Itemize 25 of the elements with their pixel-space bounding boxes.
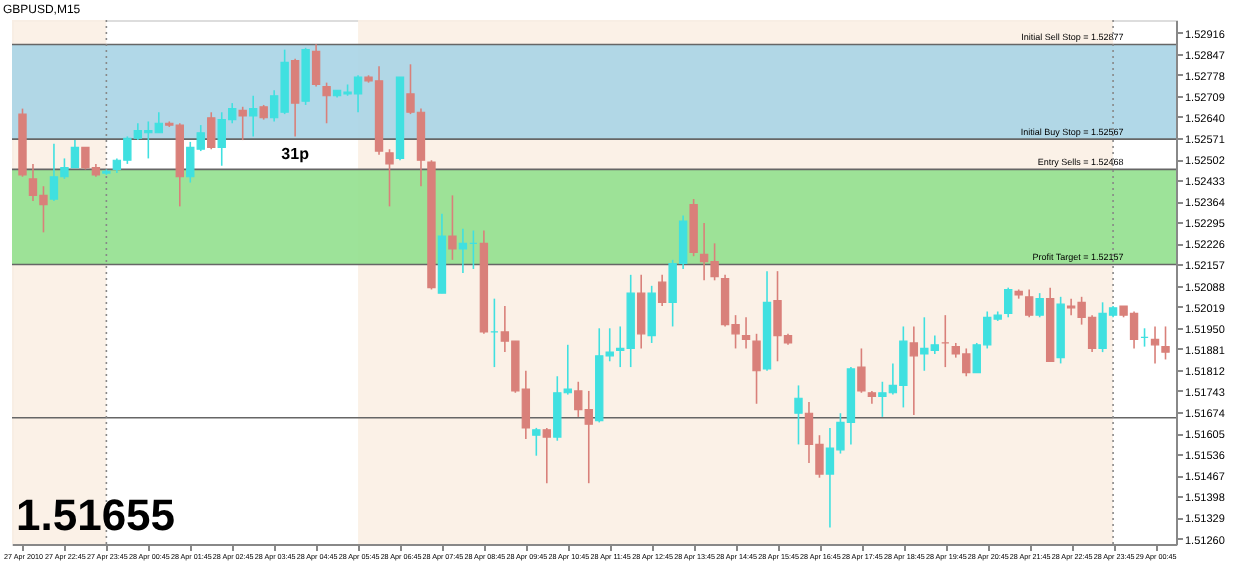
candlestick [290,58,300,138]
candlestick [1024,288,1034,319]
candlestick [657,274,667,307]
candlestick [1004,286,1013,319]
candlestick [248,94,258,138]
candlestick [448,194,457,261]
candlestick [752,332,761,405]
candlestick [647,285,656,344]
candlestick [794,384,803,446]
candlestick [322,81,331,125]
candlestick [857,347,866,394]
candlestick [542,427,552,484]
candlestick [689,198,698,257]
candlestick [532,427,541,457]
candlestick [1161,325,1170,361]
annotation: 31p [281,145,310,164]
candlestick [909,325,919,416]
candlestick [311,43,321,88]
candlestick [238,105,247,141]
annotation: 1.51655 [16,490,176,540]
candlestick [207,111,216,151]
candlestick [636,274,646,350]
candlestick [385,148,394,208]
candlestick [1035,292,1044,319]
candlestick [741,316,751,350]
